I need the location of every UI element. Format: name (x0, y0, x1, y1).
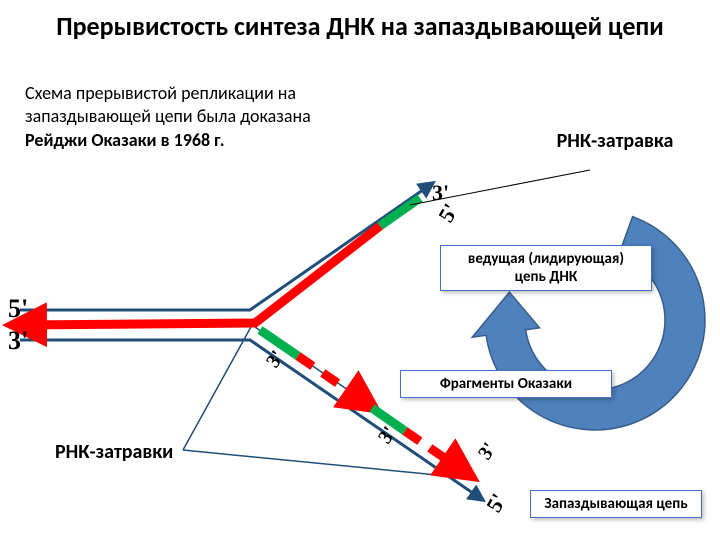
end-label-3: 3' (8, 326, 28, 356)
rna-primers-bottom-text: РНК-затравки (55, 440, 173, 464)
fork-guide-0 (183, 325, 252, 450)
rna-primer-top-label: РНК-затравка (555, 130, 675, 152)
fork-guide-1 (183, 450, 468, 478)
template-bottom-strand (20, 340, 480, 498)
box-label-leading_strand: ведущая (лидирующая) цепь ДНК (440, 245, 652, 291)
leading-rna-primer (380, 198, 420, 226)
rna-primers-bottom-label: РНК-затравки (55, 440, 173, 464)
box-label-lagging_strand: Запаздывающая цепь (530, 490, 702, 518)
rna-primer-top-text: РНК-затравка (557, 129, 674, 153)
template-top-strand (20, 185, 430, 310)
end-label-2: 5' (8, 294, 28, 324)
box-label-okazaki: Фрагменты Оказаки (400, 370, 612, 398)
